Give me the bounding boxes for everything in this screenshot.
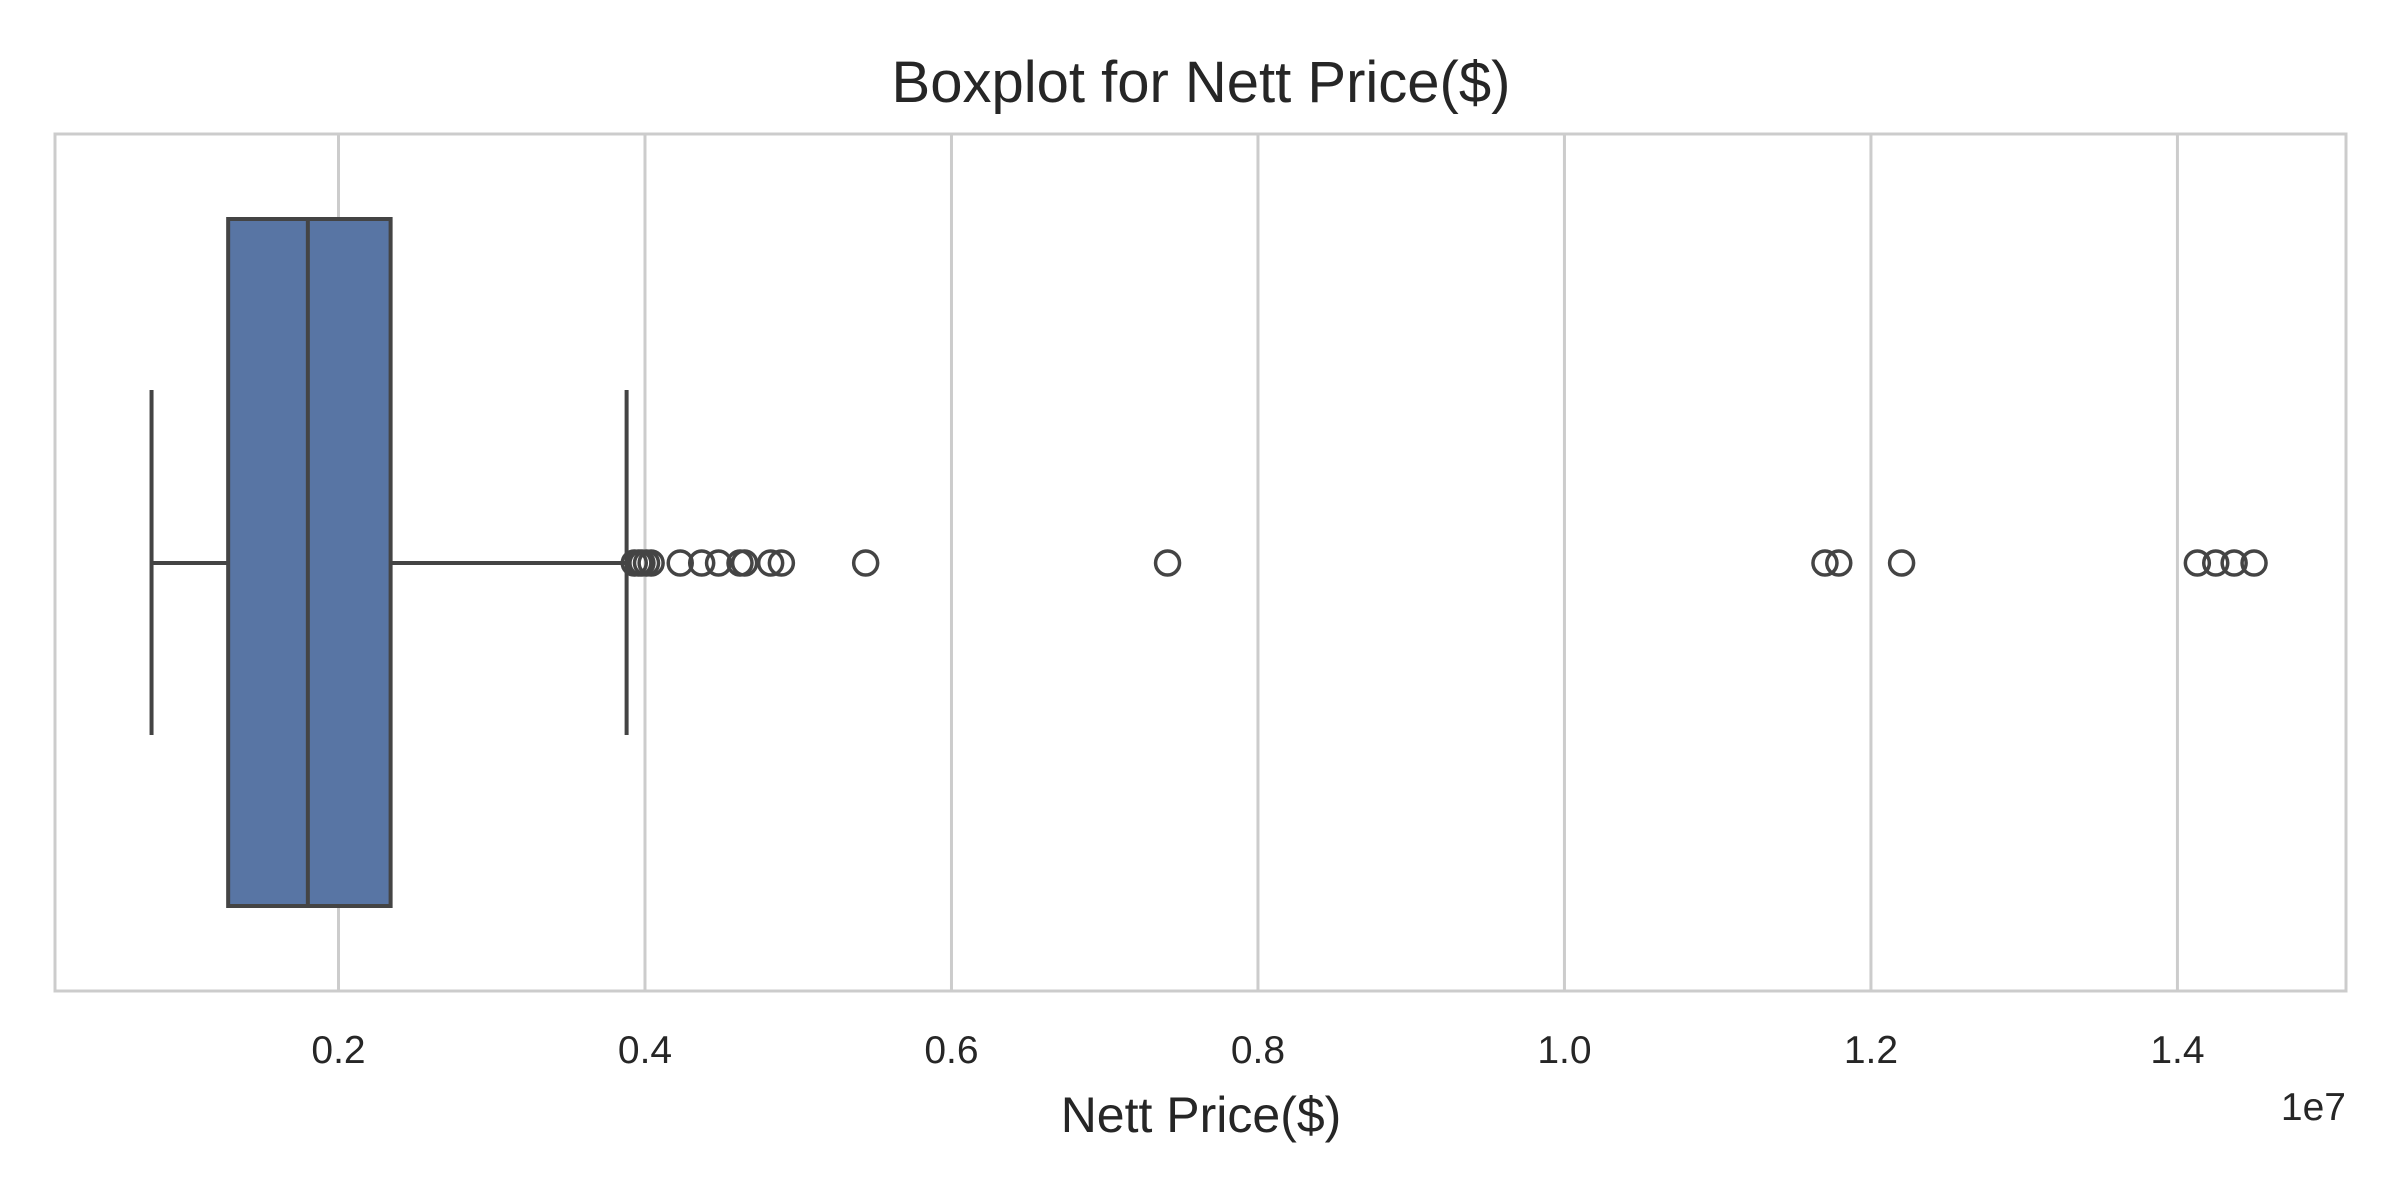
x-tick-label: 1.4 [2150,1029,2204,1072]
x-tick-label: 0.4 [618,1029,672,1072]
outlier-point [687,549,716,577]
box-element [149,217,629,908]
x-tick-label: 0.6 [924,1029,978,1072]
outlier-point [2183,549,2212,577]
outlier-point [1825,549,1853,577]
x-tick-label: 1.0 [1537,1029,1591,1072]
outlier-point [851,549,880,577]
x-tick-labels: 0.2 0.4 0.6 0.8 1.0 1.2 1.4 [311,1029,2204,1072]
x-tick-label: 0.8 [1231,1029,1285,1072]
outlier-point [666,549,694,577]
chart-title: Boxplot for Nett Price($) [892,50,1511,115]
x-tick-label: 0.2 [311,1029,365,1072]
outlier-point [704,549,733,577]
x-axis-offset-label: 1e7 [2281,1086,2346,1129]
outlier-point [2201,549,2230,577]
outlier-point [756,549,785,577]
outlier-point [730,549,759,577]
plot-frame [53,132,2348,993]
outlier-point [2240,549,2268,577]
outlier-points [620,549,2268,577]
outlier-point [1153,549,1182,577]
outlier-point [767,549,796,577]
x-tick-label: 1.2 [1844,1029,1898,1072]
outlier-point [2220,549,2248,577]
outlier-point [1811,549,1839,577]
x-axis-label: Nett Price($) [1061,1087,1342,1143]
outlier-point [1887,549,1916,577]
outlier-point [637,549,665,577]
